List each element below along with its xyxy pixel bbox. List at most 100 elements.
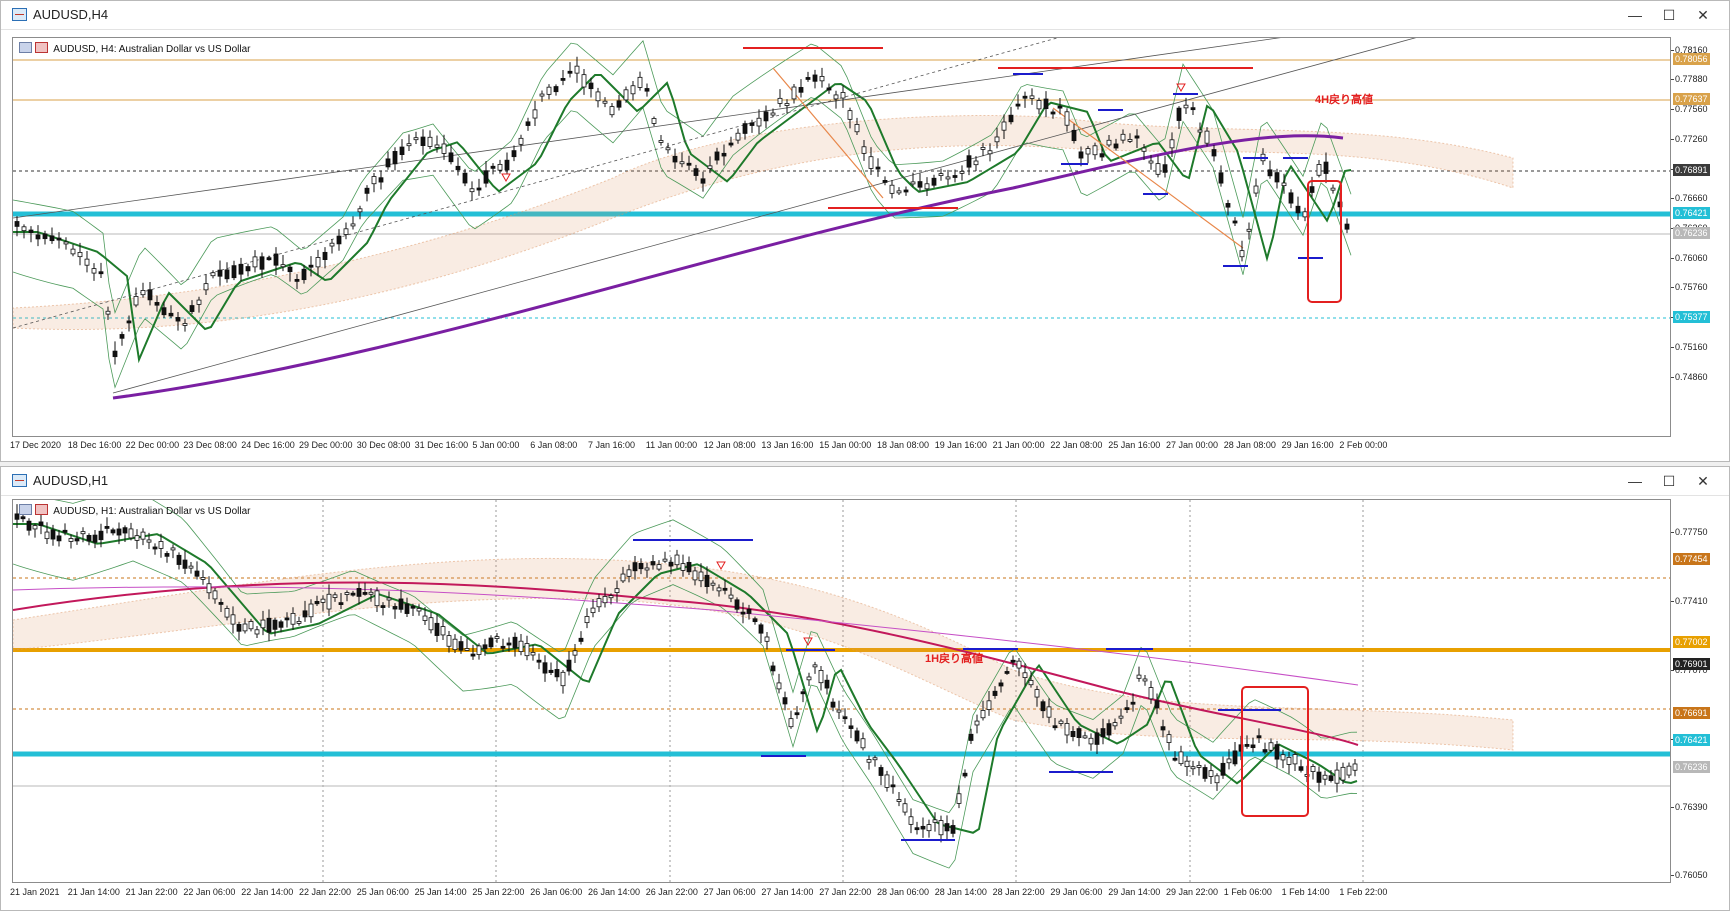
candle-body — [1334, 769, 1340, 784]
time-tick-label: 1 Feb 06:00 — [1223, 887, 1272, 897]
time-tick-label: 22 Dec 00:00 — [125, 440, 180, 450]
price-axis[interactable]: 0.777500.774100.770700.767300.763900.760… — [1671, 499, 1729, 883]
maximize-button[interactable]: ☐ — [1662, 7, 1676, 23]
candle-body — [105, 310, 111, 315]
price-chart-area[interactable]: AUDUSD, H1: Australian Dollar vs US Doll… — [12, 499, 1671, 883]
candle-body — [224, 608, 230, 618]
candle-body — [134, 535, 140, 541]
candle-body — [248, 621, 254, 630]
candle-body — [1022, 95, 1028, 99]
candle-body — [1028, 680, 1034, 686]
candle-body — [595, 91, 601, 102]
time-axis[interactable]: 21 Jan 2021 21 Jan 14:00 21 Jan 22:00 22 Ja… — [10, 885, 1671, 901]
candle-body — [752, 618, 758, 623]
price-tick-label: 0.76050 — [1671, 870, 1708, 880]
candle-body — [28, 229, 34, 233]
candle-body — [252, 256, 258, 268]
candle-body — [1298, 766, 1304, 771]
window-title: AUDUSD,H1 — [33, 473, 109, 488]
candle-body — [826, 87, 832, 91]
price-level-tag: 0.76891 — [1673, 164, 1710, 176]
candle-body — [420, 136, 426, 146]
candle-body — [32, 525, 38, 530]
candle-body — [798, 87, 804, 93]
candle-body — [770, 665, 776, 672]
candle-body — [1286, 756, 1292, 765]
time-tick-label: 18 Dec 16:00 — [67, 440, 122, 450]
candle-body — [182, 323, 188, 326]
time-tick-label: 17 Dec 2020 — [10, 440, 62, 450]
candle-body — [236, 623, 242, 632]
candle-body — [1176, 107, 1182, 121]
price-chart-area[interactable]: AUDUSD, H4: Australian Dollar vs US Doll… — [12, 37, 1671, 437]
time-tick-label: 7 Jan 16:00 — [588, 440, 636, 450]
candle-body — [91, 268, 97, 274]
candle-body — [931, 177, 937, 186]
candle-body — [680, 563, 686, 571]
time-tick-label: 28 Jan 08:00 — [1223, 440, 1276, 450]
candle-body — [494, 636, 500, 639]
candle-body — [287, 266, 293, 273]
candle-body — [422, 615, 428, 621]
close-button[interactable]: ✕ — [1697, 473, 1709, 489]
window-titlebar[interactable]: AUDUSD,H4 — ☐ ✕ — [1, 1, 1729, 30]
candle-body — [1040, 701, 1046, 712]
candle-body — [336, 235, 342, 245]
candle-body — [1274, 744, 1280, 760]
symbol-info-label: AUDUSD, H1: Australian Dollar vs US Doll… — [19, 504, 251, 517]
maximize-button[interactable]: ☐ — [1662, 473, 1676, 489]
price-tick-label: 0.76390 — [1671, 802, 1708, 812]
candle-body — [1246, 228, 1252, 232]
window-titlebar[interactable]: AUDUSD,H1 — ☐ ✕ — [1, 467, 1729, 496]
candle-body — [362, 592, 368, 595]
candle-body — [908, 816, 914, 825]
candle-body — [374, 590, 380, 607]
candle-body — [698, 571, 704, 582]
candle-body — [532, 109, 538, 119]
candle-body — [404, 603, 410, 614]
candle-body — [378, 177, 384, 183]
minimize-button[interactable]: — — [1628, 7, 1642, 23]
price-tick-label: 0.77750 — [1671, 527, 1708, 537]
candle-body — [44, 531, 50, 540]
symbol-description: AUDUSD, H1: Australian Dollar vs US Doll… — [53, 506, 251, 517]
chart-window-h4[interactable]: AUDUSD,H4 — ☐ ✕ AUDUSD, H4: Australian D… — [0, 0, 1730, 462]
candle-body — [581, 74, 587, 88]
candle-body — [161, 307, 167, 316]
price-tick-label: 0.77260 — [1671, 134, 1708, 144]
h4-price-chart[interactable] — [13, 38, 1671, 437]
candle-body — [128, 528, 134, 539]
candle-body — [1196, 765, 1202, 768]
time-tick-label: 13 Jan 16:00 — [761, 440, 814, 450]
candle-body — [998, 682, 1004, 687]
candle-body — [1001, 121, 1007, 131]
candle-body — [590, 607, 596, 614]
chart-window-h1[interactable]: AUDUSD,H1 — ☐ ✕ AUDUSD, H1: Australian D… — [0, 466, 1730, 911]
time-tick-label: 22 Jan 22:00 — [299, 887, 352, 897]
h1-price-chart[interactable] — [13, 500, 1671, 883]
candle-body — [1250, 744, 1256, 749]
candle-body — [806, 676, 812, 681]
candle-body — [189, 305, 195, 312]
candle-body — [920, 825, 926, 830]
candle-body — [882, 180, 888, 183]
time-tick-label: 30 Dec 08:00 — [356, 440, 411, 450]
close-button[interactable]: ✕ — [1697, 7, 1709, 23]
minimize-button[interactable]: — — [1628, 473, 1642, 489]
price-tick-label: 0.77410 — [1671, 596, 1708, 606]
candle-body — [770, 112, 776, 116]
candle-body — [910, 181, 916, 185]
time-tick-label: 27 Jan 22:00 — [819, 887, 872, 897]
time-axis[interactable]: 17 Dec 2020 18 Dec 16:00 22 Dec 00:00 23 De… — [10, 438, 1671, 454]
candle-body — [1112, 722, 1118, 727]
price-axis[interactable]: 0.781600.778800.775600.772600.769500.766… — [1671, 37, 1729, 437]
candle-body — [924, 183, 930, 190]
candle-body — [1295, 205, 1301, 214]
candle-body — [1058, 720, 1064, 724]
candle-body — [1064, 111, 1070, 126]
time-tick-label: 2 Feb 00:00 — [1339, 440, 1388, 450]
candle-body — [578, 637, 584, 642]
candle-body — [756, 117, 762, 127]
candle-body — [301, 268, 307, 281]
candle-body — [1142, 678, 1148, 682]
